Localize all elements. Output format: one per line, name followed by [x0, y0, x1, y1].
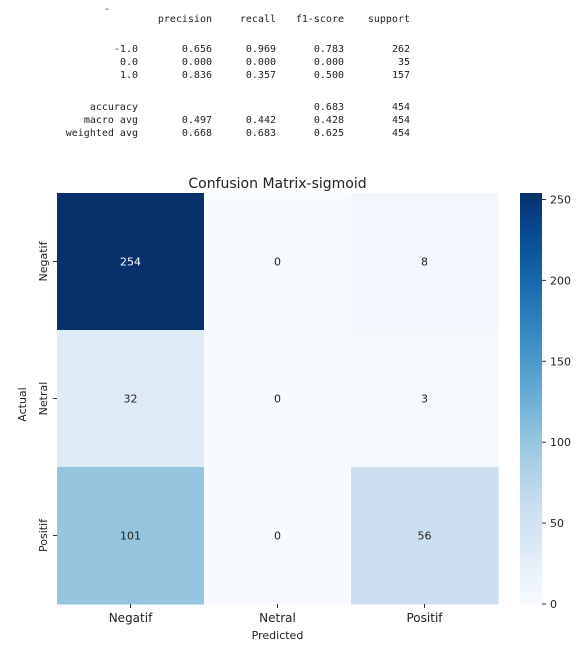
report-cell: 262	[391, 44, 410, 55]
cell-value: 8	[421, 256, 428, 269]
report-cell: 0.783	[313, 44, 344, 55]
cell-value: 56	[418, 530, 432, 543]
y-tick-label: Negatif	[37, 240, 50, 281]
cell-value: 101	[120, 530, 141, 543]
y-axis-label: Actual	[16, 387, 29, 421]
y-tick-label: Netral	[37, 382, 50, 416]
report-cell: 0.428	[313, 115, 344, 126]
report-cell: 0.000	[181, 57, 212, 68]
heatmap-cell	[204, 193, 352, 331]
report-dash: -	[104, 4, 111, 15]
report-cell: 0.656	[181, 44, 212, 55]
report-row-label: 0.0	[119, 57, 138, 68]
confusion-matrix-chart: Confusion Matrix-sigmoid 254 0 8 32 0 3 101 0 56 N…	[16, 176, 571, 642]
report-cell: 0.668	[181, 128, 212, 139]
report-cell: 0.000	[245, 57, 276, 68]
report-header-precision: precision	[157, 14, 212, 25]
report-cell: 0.442	[245, 115, 276, 126]
report-cell: 454	[391, 102, 410, 113]
report-cell: 0.497	[181, 115, 212, 126]
heatmap-cell	[351, 330, 499, 468]
report-cell: 0.969	[245, 44, 276, 55]
cell-value: 3	[421, 393, 428, 406]
chart-title: Confusion Matrix-sigmoid	[188, 176, 366, 192]
report-cell: 454	[391, 128, 410, 139]
cell-value: 0	[274, 530, 281, 543]
heatmap-cell	[351, 467, 499, 605]
x-tick-label: Positif	[407, 611, 444, 625]
cell-value: 0	[274, 393, 281, 406]
report-cell: 0.683	[245, 128, 276, 139]
x-axis-label: Predicted	[252, 629, 304, 642]
report-cell: 35	[397, 57, 410, 68]
report-row-label: weighted avg	[65, 128, 138, 139]
classification-report: - precision recall f1-score support -1.0 0.656…	[0, 0, 580, 160]
colorbar-tick-label: 0	[550, 598, 557, 611]
report-cell: 0.683	[313, 102, 344, 113]
heatmap-cell	[204, 330, 352, 468]
report-row-label: macro avg	[83, 115, 138, 126]
report-cell: 0.625	[313, 128, 344, 139]
heatmap-cell	[57, 193, 205, 331]
heatmap-cell	[204, 467, 352, 605]
report-cell: 157	[391, 70, 410, 81]
colorbar-tick-label: 250	[550, 193, 571, 206]
colorbar-tick-label: 100	[550, 436, 571, 449]
report-cell: 0.500	[313, 70, 344, 81]
report-header-support: support	[367, 14, 410, 25]
report-header-recall: recall	[239, 14, 276, 25]
colorbar-tick-label: 50	[550, 517, 564, 530]
colorbar	[520, 193, 542, 604]
report-cell: 0.836	[181, 70, 212, 81]
report-row-label: accuracy	[89, 102, 138, 113]
heatmap-cell	[57, 330, 205, 468]
x-tick-label: Negatif	[109, 611, 153, 625]
report-cell: 454	[391, 115, 410, 126]
x-tick-label: Netral	[259, 611, 296, 625]
y-tick-label: Positif	[37, 518, 50, 552]
report-cell: 0.357	[245, 70, 276, 81]
cell-value: 254	[120, 256, 141, 269]
cell-value: 0	[274, 256, 281, 269]
report-row-label: 1.0	[119, 70, 138, 81]
report-row-label: -1.0	[113, 44, 138, 55]
heatmap-cell	[351, 193, 499, 331]
heatmap-cell	[57, 467, 205, 605]
colorbar-tick-label: 200	[550, 274, 571, 287]
cell-value: 32	[124, 393, 138, 406]
colorbar-tick-label: 150	[550, 355, 571, 368]
report-cell: 0.000	[313, 57, 344, 68]
report-header-f1-score: f1-score	[295, 14, 344, 25]
